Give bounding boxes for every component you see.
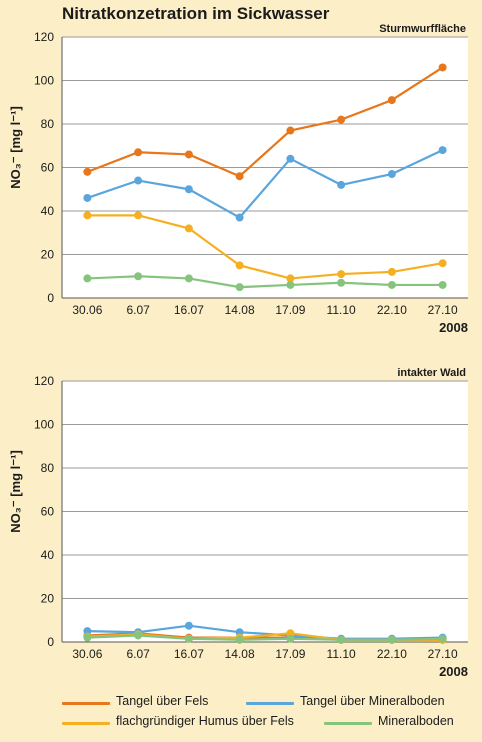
- x-tick-label: 6.07: [126, 303, 150, 317]
- data-point: [235, 213, 244, 222]
- data-point: [235, 261, 244, 270]
- x-tick-label: 16.07: [174, 303, 204, 317]
- data-point: [438, 259, 447, 268]
- x-tick-label: 14.08: [225, 303, 255, 317]
- series-line: [87, 214, 443, 280]
- x-tick-label: 6.07: [126, 647, 150, 661]
- x-tick-label: 14.08: [225, 647, 255, 661]
- data-point: [184, 150, 193, 159]
- y-tick-label: 40: [41, 548, 55, 562]
- data-point: [286, 634, 295, 643]
- x-tick-label: 30.06: [72, 303, 102, 317]
- x-tick-label: 11.10: [327, 647, 356, 661]
- y-tick-label: 0: [47, 291, 54, 305]
- y-tick-label: 120: [34, 374, 54, 388]
- data-point: [184, 274, 193, 283]
- panel-label: Sturmwurffläche: [379, 23, 466, 35]
- data-point: [184, 634, 193, 643]
- y-axis-label: NO₃⁻ [mg l⁻¹]: [8, 450, 23, 533]
- legend-swatch-humus-fels: [62, 722, 110, 725]
- data-point: [438, 634, 447, 643]
- legend: Tangel über Fels Tangel über Mineralbode…: [0, 682, 482, 742]
- year-label: 2008: [439, 664, 468, 679]
- data-point: [286, 126, 295, 135]
- chart-sturmwurfflaeche: 0 20 40 60 80 100 120 30.06 6.07 16.07 14.08 17.09 1…: [8, 23, 468, 335]
- y-tick-label: 20: [41, 248, 55, 262]
- data-point: [337, 635, 346, 644]
- y-tick-label: 80: [41, 117, 55, 131]
- data-point: [438, 280, 447, 289]
- x-tick-label: 16.07: [174, 647, 204, 661]
- y-tick-label: 100: [34, 74, 54, 88]
- x-tick-label: 17.09: [275, 303, 305, 317]
- data-point: [387, 96, 396, 105]
- data-point: [83, 193, 92, 202]
- series-line: [87, 275, 443, 289]
- data-point: [134, 176, 143, 185]
- x-tick-label: 22.10: [377, 303, 407, 317]
- x-tick-label: 27.10: [428, 303, 458, 317]
- y-tick-label: 0: [47, 635, 54, 649]
- data-point: [184, 621, 193, 630]
- data-point: [184, 185, 193, 194]
- data-point: [387, 170, 396, 179]
- data-point: [134, 631, 143, 640]
- y-tick-label: 60: [41, 505, 55, 519]
- data-point: [83, 211, 92, 220]
- data-point: [286, 154, 295, 163]
- legend-label-humus-fels: flachgründiger Humus über Fels: [116, 714, 294, 728]
- series-line: [86, 66, 444, 178]
- data-point: [337, 180, 346, 189]
- legend-label-mineralboden: Mineralboden: [378, 714, 454, 728]
- data-point: [438, 63, 447, 72]
- y-tick-label: 80: [41, 461, 55, 475]
- chart-title: Nitratkonzetration im Sickwasser: [62, 4, 330, 23]
- y-tick-label: 60: [41, 161, 55, 175]
- legend-label-tangel-fels: Tangel über Fels: [116, 694, 209, 708]
- legend-swatch-mineralboden: [324, 722, 372, 725]
- data-point: [235, 172, 244, 181]
- data-point: [286, 280, 295, 289]
- panel-label: intakter Wald: [397, 367, 466, 379]
- data-point: [286, 274, 295, 283]
- data-point: [337, 278, 346, 287]
- series-line: [87, 149, 444, 219]
- data-point: [235, 635, 244, 644]
- x-tick-label: 30.06: [72, 647, 102, 661]
- series-line: [87, 634, 443, 641]
- x-tick-label: 11.10: [327, 303, 356, 317]
- x-tick-label: 17.09: [275, 647, 305, 661]
- data-point: [387, 280, 396, 289]
- data-point: [337, 115, 346, 124]
- data-point: [337, 270, 346, 279]
- data-point: [134, 211, 143, 220]
- data-point: [387, 635, 396, 644]
- y-tick-label: 120: [34, 30, 54, 44]
- x-tick-label: 22.10: [377, 647, 407, 661]
- legend-swatch-tangel-mineralboden: [246, 702, 294, 705]
- legend-label-tangel-mineralboden: Tangel über Mineralboden: [300, 694, 445, 708]
- data-point: [134, 148, 143, 157]
- data-point: [184, 224, 193, 233]
- data-point: [83, 167, 92, 176]
- data-point: [83, 633, 92, 642]
- data-point: [235, 283, 244, 292]
- y-axis-label: NO₃⁻ [mg l⁻¹]: [8, 106, 23, 189]
- data-point: [438, 146, 447, 155]
- y-tick-label: 20: [41, 592, 55, 606]
- y-tick-label: 40: [41, 204, 55, 218]
- legend-swatch-tangel-fels: [62, 702, 110, 705]
- x-tick-label: 27.10: [428, 647, 458, 661]
- data-point: [134, 272, 143, 281]
- data-point: [83, 274, 92, 283]
- year-label: 2008: [439, 320, 468, 335]
- chart-intakter-wald: 0 20 40 60 80 100 120 30.06 6.07 16.07 14.08 17.09 1…: [8, 367, 468, 679]
- y-tick-label: 100: [34, 418, 54, 432]
- data-point: [387, 267, 396, 276]
